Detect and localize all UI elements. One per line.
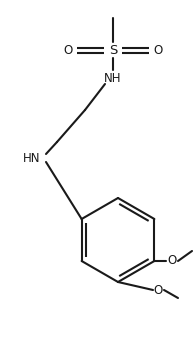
Text: NH: NH [104, 72, 122, 84]
Text: HN: HN [23, 152, 41, 164]
Text: O: O [167, 255, 177, 267]
Text: O: O [153, 44, 163, 56]
Text: O: O [153, 283, 163, 297]
Text: S: S [109, 44, 117, 56]
Text: O: O [63, 44, 73, 56]
